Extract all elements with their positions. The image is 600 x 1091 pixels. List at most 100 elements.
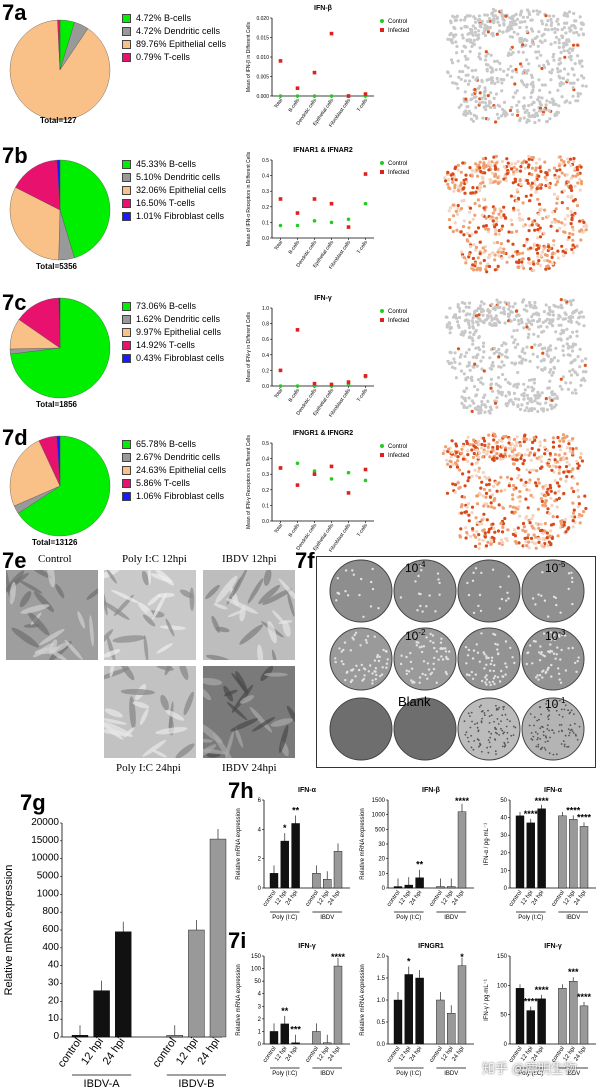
plaque-dot [542,734,545,737]
tsne-cell-point [462,198,466,202]
plaque-dot [442,647,445,650]
tsne-cell-point [454,178,458,182]
plaque-dot [530,732,533,734]
tsne-cell-point [559,377,563,381]
tsne-cell-point [480,78,484,83]
plaque-dot [500,720,502,722]
tsne-cell-point [577,464,581,468]
tsne-cell-point [479,359,483,363]
tsne-cell-point [495,405,499,409]
plaque-dot [405,672,408,676]
tsne-cell-point [532,436,536,440]
plaque-dot [470,734,472,737]
tsne-cell-point [483,94,487,98]
plaque-dot [576,659,579,663]
tsne-cell-point [511,95,515,99]
x-tick-label: 24 hpi [195,1036,222,1067]
cell-shape [142,739,167,757]
plaque-dot [357,668,361,672]
tsne-cell-point [479,169,483,174]
tsne-cell-point [490,535,494,540]
tsne-cell-point [541,320,545,324]
control-point [295,223,300,228]
tsne-cell-point [483,393,487,397]
tsne-cell-point [502,306,506,310]
y-tick-label: 15000 [31,835,59,846]
tsne-cell-point [464,261,468,265]
tsne-cell-point [464,351,469,355]
tsne-cell-point [516,313,520,317]
tsne-cell-point [510,442,514,446]
tsne-cell-point [465,530,469,535]
tsne-cell-point [468,206,473,210]
plaque-dot [374,678,377,681]
tsne-cell-point [525,345,529,349]
tsne-cell-point [492,251,496,255]
plate-well [329,559,393,623]
tsne-cell-point [460,301,464,305]
tsne-cell-point [497,376,501,380]
cell-shape [89,615,94,647]
tsne-cell-point [468,404,472,408]
tsne-cell-point [482,105,486,109]
tsne-cell-point [499,215,503,219]
tsne-cell-point [476,316,480,320]
legend-label: 9.97% Epithelial cells [136,327,222,337]
tsne-cell-point [447,218,452,222]
tsne-cell-point [496,176,500,180]
tsne-cell-point [464,526,468,530]
tsne-cell-point [483,531,487,535]
control-point [278,384,283,388]
tsne-cell-point [489,314,493,318]
tsne-cell-point [573,388,577,392]
tsne-cell-point [539,497,543,501]
y-tick-label: 0.4 [262,174,269,180]
tsne-cell-point [570,247,574,251]
tsne-cell-point [520,260,524,264]
y-tick-label: 20 [48,995,60,1006]
tsne-cell-point [546,245,551,249]
tsne-cell-point [563,518,568,522]
tsne-cell-point [573,26,577,30]
plaque-dot [405,655,408,659]
pie-slice [58,297,61,349]
plaque-dot [541,676,544,679]
tsne-cell-point [513,338,517,342]
plaque-dot [472,611,476,615]
tsne-cell-point [494,322,498,326]
tsne-cell-point [482,369,486,373]
legend-label: 65.78% B-cells [136,439,197,449]
infected-point [312,381,317,386]
plaque-dot [480,632,483,635]
tsne-cell-point [464,109,468,113]
tsne-cell-point [483,101,488,105]
tsne-cell-point [457,306,461,310]
bar [333,851,343,889]
tsne-cell-point [450,450,454,454]
tsne-cell-point [578,219,582,223]
plaque-dot [438,593,441,596]
tsne-cell-point [582,510,586,514]
tsne-cell-point [475,364,479,368]
tsne-cell-point [481,180,485,185]
tsne-cell-point [529,95,533,99]
tsne-cell-point [485,518,489,522]
infected-point [363,374,368,378]
tsne-cell-point [497,116,501,120]
tsne-cell-point [550,21,554,25]
plate-well [457,559,521,623]
tsne-cell-point [507,319,511,323]
tsne-cell-point [467,470,471,474]
tsne-cell-point [493,207,497,211]
tsne-cell-point [561,249,565,253]
tsne-cell-point [531,83,535,87]
tsne-cell-point [505,475,510,479]
legend-control-label: Control [388,444,407,450]
tsne-cell-point [481,246,485,250]
tsne-cell-point [475,168,479,172]
tsne-cell-point [477,442,481,447]
tsne-cell-point [519,182,523,186]
plaque-dot [498,706,500,709]
tsne-cell-point [541,503,545,507]
plaque-dot [405,669,408,672]
